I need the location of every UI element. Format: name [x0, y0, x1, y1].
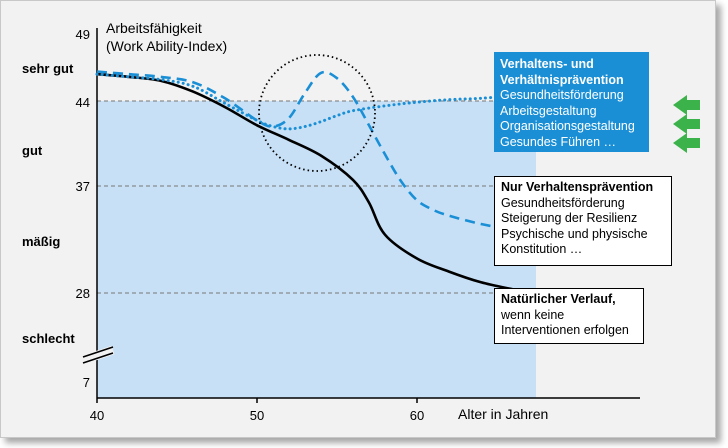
- chart-subtitle: (Work Ability-Index): [106, 38, 227, 54]
- y-tick-label: 37: [76, 179, 90, 194]
- x-tick-label: 50: [250, 408, 264, 423]
- chart-title: Arbeitsfähigkeit: [106, 20, 202, 36]
- legend-line: Konstitution …: [501, 242, 583, 256]
- legend-line: Gesundheitsförderung: [500, 88, 624, 102]
- axis-break-icon: [81, 345, 115, 365]
- x-tick-label: 40: [90, 408, 104, 423]
- x-ticks: [96, 398, 418, 403]
- category-label-maessig: mäßig: [22, 234, 60, 249]
- green-arrows-icon: [673, 95, 700, 153]
- category-label-gut: gut: [22, 143, 43, 158]
- y-tick-label: 7: [83, 375, 90, 390]
- legend-box-verhaltens-verhaeltnis: Verhaltens- und Verhältnisprävention Ges…: [494, 52, 649, 152]
- series-layer: [95, 70, 515, 291]
- series-verhaltens-verhaeltnis: [95, 72, 515, 131]
- legend-box-natuerlicher-verlauf: Natürlicher Verlauf, wenn keine Interven…: [494, 288, 644, 344]
- legend-line: Arbeitsgestaltung: [500, 103, 597, 118]
- legend-line: wenn keine: [501, 307, 565, 322]
- legend-box-verhaltenspraevention: Nur Verhaltensprävention Gesundheitsförd…: [494, 176, 672, 266]
- y-tick-label: 44: [76, 95, 90, 110]
- x-axis-label: Alter in Jahren: [458, 406, 548, 422]
- category-label-sehr-gut: sehr gut: [22, 61, 74, 76]
- legend-line: Gesundheitsförderung: [501, 195, 625, 210]
- legend-title: Nur Verhaltensprävention: [501, 180, 654, 194]
- legend-line: Gesundes Führen …: [500, 134, 617, 149]
- category-label-schlecht: schlecht: [22, 331, 75, 346]
- highlight-circle: [258, 54, 376, 172]
- legend-line: Interventionen erfolgen: [501, 323, 629, 337]
- reference-lines: [97, 100, 494, 294]
- legend-line: Psychische und physische: [501, 226, 648, 241]
- y-tick-label: 49: [76, 27, 90, 42]
- legend-line: Steigerung der Resilienz: [501, 211, 638, 225]
- series-verhaltenspraevention: [96, 70, 514, 232]
- band-gut-maessig: [97, 101, 536, 293]
- legend-title: Verhältnisprävention: [500, 72, 624, 87]
- x-tick-label: 60: [410, 408, 424, 423]
- y-tick-label: 28: [76, 286, 90, 301]
- series-natuerlicher-verlauf: [95, 72, 515, 291]
- band-schlecht: [97, 293, 536, 398]
- legend-line: Organisationsgestaltung: [500, 119, 635, 133]
- legend-title: Verhaltens- und: [500, 57, 594, 71]
- legend-title: Natürlicher Verlauf,: [501, 292, 616, 306]
